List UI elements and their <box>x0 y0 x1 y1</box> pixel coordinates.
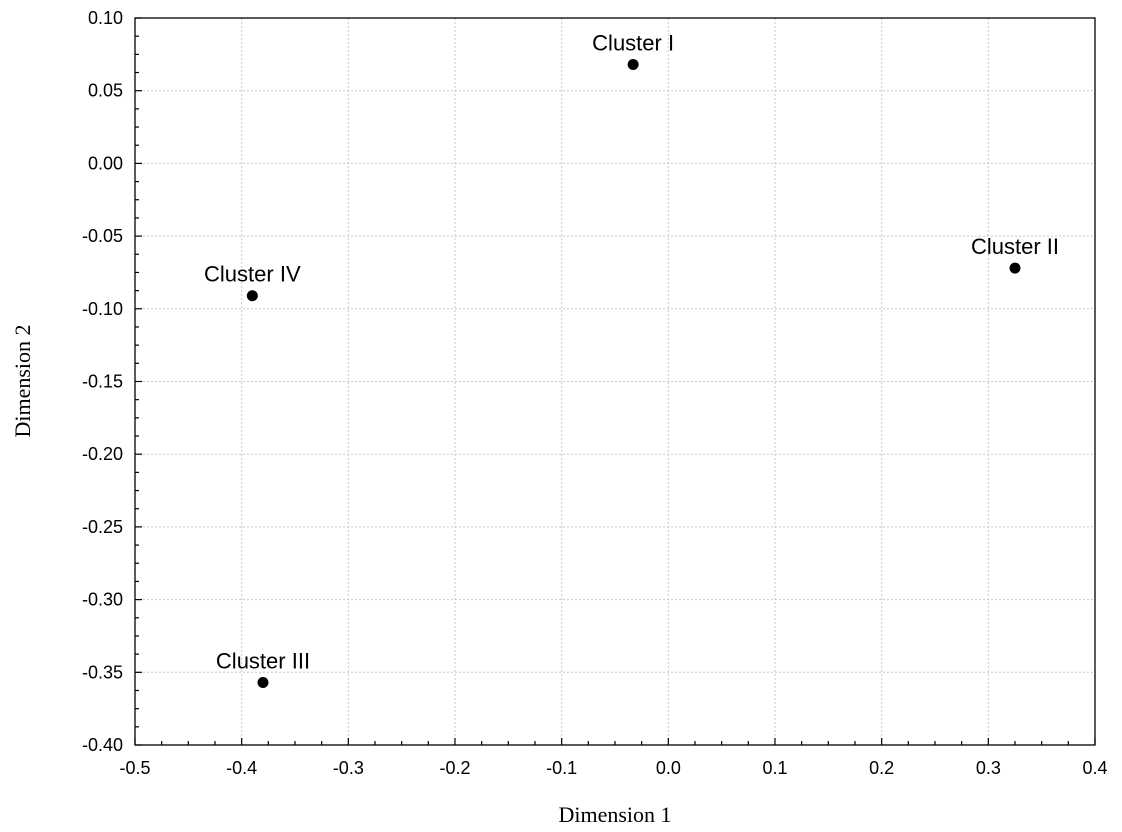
y-tick-label: -0.05 <box>82 226 123 246</box>
points-layer: Cluster I Cluster II Cluster III Cluster IV <box>204 31 1059 688</box>
x-tick-label: 0.2 <box>869 758 894 778</box>
x-tick-label: -0.4 <box>226 758 257 778</box>
point-label: Cluster II <box>971 234 1059 259</box>
point-label: Cluster III <box>216 648 310 673</box>
point-label: Cluster I <box>592 31 674 56</box>
y-tick-label: -0.10 <box>82 299 123 319</box>
y-tick-label: -0.20 <box>82 444 123 464</box>
scatter-point <box>257 676 269 688</box>
x-axis-title: Dimension 1 <box>558 802 671 827</box>
y-axis-title: Dimension 2 <box>10 324 35 437</box>
x-tick-label: -0.5 <box>119 758 150 778</box>
x-tick-label: -0.3 <box>333 758 364 778</box>
x-tick-label: -0.1 <box>546 758 577 778</box>
x-tick-label: 0.3 <box>976 758 1001 778</box>
scatter-point <box>627 59 639 71</box>
y-tick-label: -0.30 <box>82 590 123 610</box>
x-tick-label: 0.4 <box>1082 758 1107 778</box>
x-tick-label: 0.1 <box>762 758 787 778</box>
x-tick-labels: -0.5 -0.4 -0.3 -0.2 -0.1 0.0 0.1 0.2 0.3 0.4 <box>119 758 1107 778</box>
y-tick-label: -0.15 <box>82 372 123 392</box>
point-label: Cluster IV <box>204 262 301 287</box>
x-tick-label: 0.0 <box>656 758 681 778</box>
scatter-point <box>246 290 258 302</box>
x-tick-label: -0.2 <box>439 758 470 778</box>
y-tick-labels: 0.10 0.05 0.00 -0.05 -0.10 -0.15 -0.20 -0.25 -0.… <box>82 8 123 755</box>
y-tick-label: 0.05 <box>88 81 123 101</box>
scatter-point <box>1009 262 1021 274</box>
y-tick-label: -0.35 <box>82 662 123 682</box>
y-tick-label: -0.25 <box>82 517 123 537</box>
grid-layer <box>134 17 1096 746</box>
y-tick-label: 0.00 <box>88 153 123 173</box>
y-tick-label: -0.40 <box>82 735 123 755</box>
tick-layer <box>134 17 1096 746</box>
y-tick-label: 0.10 <box>88 8 123 28</box>
